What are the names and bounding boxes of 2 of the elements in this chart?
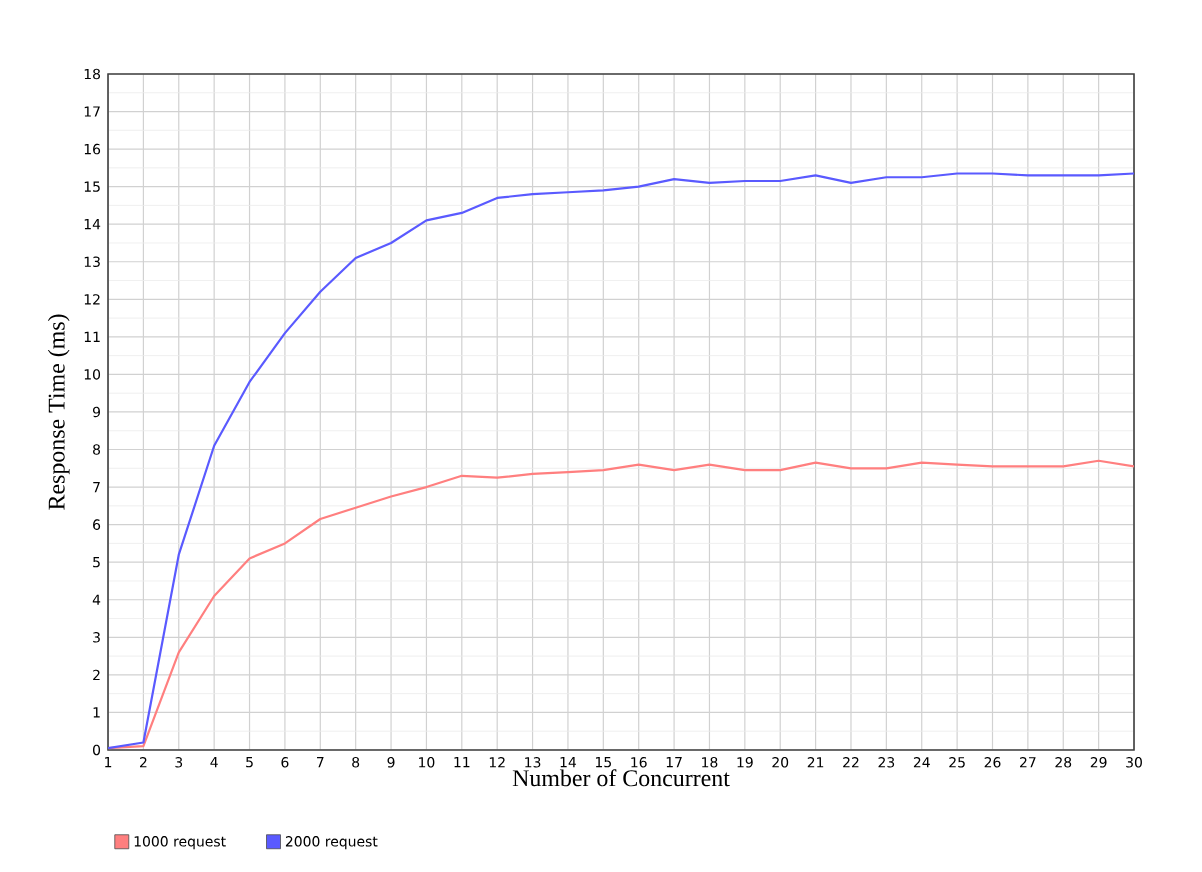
x-axis-title: Number of Concurrent [512, 769, 730, 787]
y-axis-title: Response Time (ms) [47, 314, 70, 510]
